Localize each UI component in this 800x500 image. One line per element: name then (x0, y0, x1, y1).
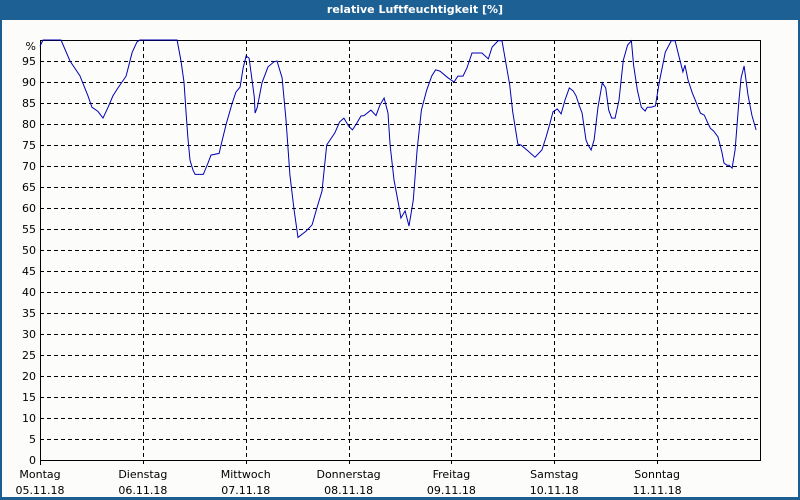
y-unit-label: % (26, 40, 36, 53)
y-tick-label: 55 (22, 223, 36, 236)
y-tick-label: 10 (22, 412, 36, 425)
y-tick-label: 15 (22, 391, 36, 404)
x-date-label: 07.11.18 (221, 484, 270, 497)
y-axis-labels: 0 5 10 15 20 25 30 35 40 45 50 55 60 65 70 75 80 85 90 95% (22, 40, 36, 467)
y-tick-label: 70 (22, 160, 36, 173)
chart-title: relative Luftfeuchtigkeit [%] (0, 0, 800, 20)
y-tick-label: 5 (29, 433, 36, 446)
x-day-label: Montag (19, 468, 60, 481)
y-tick-label: 30 (22, 328, 36, 341)
axes (40, 40, 761, 465)
y-tick-label: 35 (22, 307, 36, 320)
y-tick-label: 40 (22, 286, 36, 299)
x-day-label: Samstag (530, 468, 578, 481)
y-tick-label: 75 (22, 139, 36, 152)
x-date-label: 06.11.18 (118, 484, 167, 497)
y-tick-label: 50 (22, 244, 36, 257)
y-tick-label: 90 (22, 76, 36, 89)
x-day-label: Dienstag (118, 468, 167, 481)
x-day-label: Mittwoch (221, 468, 271, 481)
y-tick-label: 85 (22, 97, 36, 110)
y-tick-label: 0 (29, 454, 36, 467)
x-date-label: 09.11.18 (427, 484, 476, 497)
x-axis-labels: Montag 05.11.18 Dienstag 06.11.18 Mittwoch 07… (16, 468, 682, 497)
y-tick-label: 95 (22, 55, 36, 68)
y-tick-label: 60 (22, 202, 36, 215)
x-date-label: 11.11.18 (633, 484, 682, 497)
humidity-series-line (39, 39, 757, 239)
y-tick-label: 25 (22, 349, 36, 362)
y-tick-label: 45 (22, 265, 36, 278)
plot-border (40, 40, 761, 461)
x-day-label: Sonntag (634, 468, 680, 481)
y-tick-label: 65 (22, 181, 36, 194)
grid-lines (40, 40, 760, 465)
y-tick-label: 80 (22, 118, 36, 131)
x-date-label: 08.11.18 (324, 484, 373, 497)
x-day-label: Freitag (433, 468, 471, 481)
x-date-label: 10.11.18 (530, 484, 579, 497)
y-tick-label: 20 (22, 370, 36, 383)
x-day-label: Donnerstag (316, 468, 380, 481)
x-date-label: 05.11.18 (16, 484, 65, 497)
